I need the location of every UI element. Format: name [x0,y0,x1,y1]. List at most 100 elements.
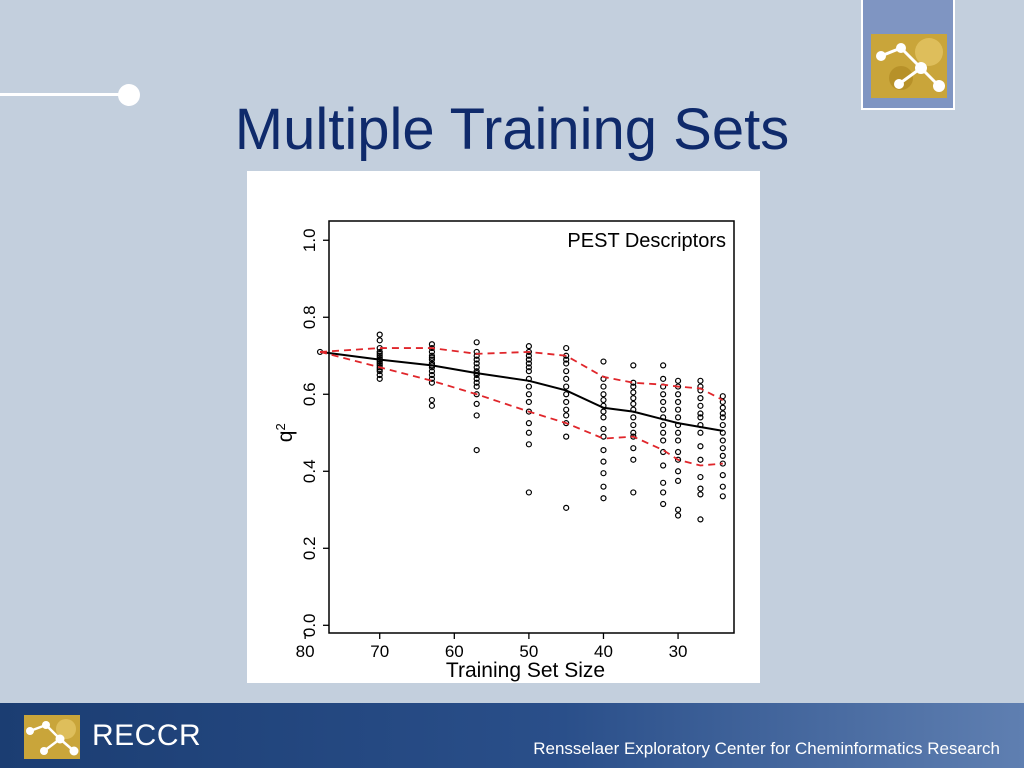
decorative-line [0,93,126,96]
data-point [630,395,637,402]
data-point [630,400,637,407]
data-point [719,421,726,429]
data-point [674,391,682,398]
data-point [674,456,682,463]
data-point [525,420,532,427]
slide-title: Multiple Training Sets [234,97,790,162]
data-point [376,375,383,382]
data-point [473,412,480,419]
data-point [563,360,570,367]
data-point [719,472,726,479]
data-point [630,414,637,421]
y-tick-label: 0.2 [300,536,319,560]
data-point [563,344,570,352]
data-point [600,470,607,477]
data-point [600,414,607,421]
data-point [525,343,532,350]
y-axis-label: q2 [273,423,298,442]
data-point [428,354,436,361]
data-point [674,429,682,436]
data-point [660,362,667,369]
data-point [376,350,383,357]
data-point [473,400,480,407]
footer-bar: RECCR Rensselaer Exploratory Center for … [0,703,1024,768]
data-point [697,395,704,402]
chart-panel: 80 70 60 50 40 30 0.0 0.2 0.4 0.6 0.8 1.0 Training S… [247,171,760,683]
data-point [697,485,704,492]
scatter-chart: 80 70 60 50 40 30 0.0 0.2 0.4 0.6 0.8 1.0 Training S… [273,220,735,682]
data-point [563,356,570,363]
molecule-logo-icon [24,715,80,759]
y-tick-label: 0.6 [300,382,319,406]
header-logo [861,0,955,110]
data-point [376,348,383,356]
data-point [660,375,667,382]
data-point [697,402,704,409]
data-point [660,421,667,429]
data-point [600,383,607,390]
data-point [563,433,570,440]
data-point [473,375,480,382]
data-point [674,512,682,519]
data-point [719,398,726,406]
data-point [674,477,682,485]
data-point [428,371,436,379]
data-point [660,406,667,413]
data-point [674,406,682,413]
y-tick-label: 0.0 [300,613,319,637]
x-tick-label: 80 [296,642,315,661]
data-point [660,391,667,398]
data-point [376,360,383,367]
data-point [674,506,682,513]
data-point [600,358,607,365]
data-point [660,437,667,444]
x-tick-label: 50 [519,642,538,661]
data-point [674,398,682,406]
data-point [525,383,532,390]
data-point [473,364,480,371]
data-point [674,377,682,384]
data-point [660,479,667,486]
data-point [525,368,532,375]
data-point [719,414,726,421]
y-tick-label: 0.4 [300,459,319,483]
data-point [630,429,637,436]
x-tick-label: 40 [594,642,613,661]
data-point [428,396,436,404]
data-point [563,412,570,419]
data-point [563,375,570,382]
data-point [719,493,726,500]
data-point [660,489,667,496]
footer-organization: Rensselaer Exploratory Center for Chemin… [533,739,1000,758]
data-point [428,368,436,375]
data-point [428,379,436,386]
data-point [630,383,637,390]
data-point [660,429,667,436]
data-point [674,468,682,475]
footer-brand: RECCR [92,719,202,752]
data-point [428,356,436,363]
data-point [525,441,532,448]
data-point [697,429,704,436]
data-point [697,491,704,498]
data-point [428,341,436,348]
data-point [600,408,607,415]
data-point [600,396,607,404]
data-point [719,445,726,452]
data-point [525,360,532,367]
x-axis-label: Training Set Size [446,659,605,682]
data-point [600,391,607,398]
data-point [376,371,383,379]
data-point [525,398,532,406]
x-tick-label: 70 [370,642,389,661]
data-point [563,383,570,390]
molecule-logo-icon [871,34,947,98]
decorative-dot [118,84,140,106]
data-point [697,410,704,417]
data-point [674,448,682,456]
data-point [719,452,726,459]
data-point [719,410,726,417]
data-point [600,495,607,502]
data-point [660,462,667,469]
x-tick-label: 60 [445,642,464,661]
